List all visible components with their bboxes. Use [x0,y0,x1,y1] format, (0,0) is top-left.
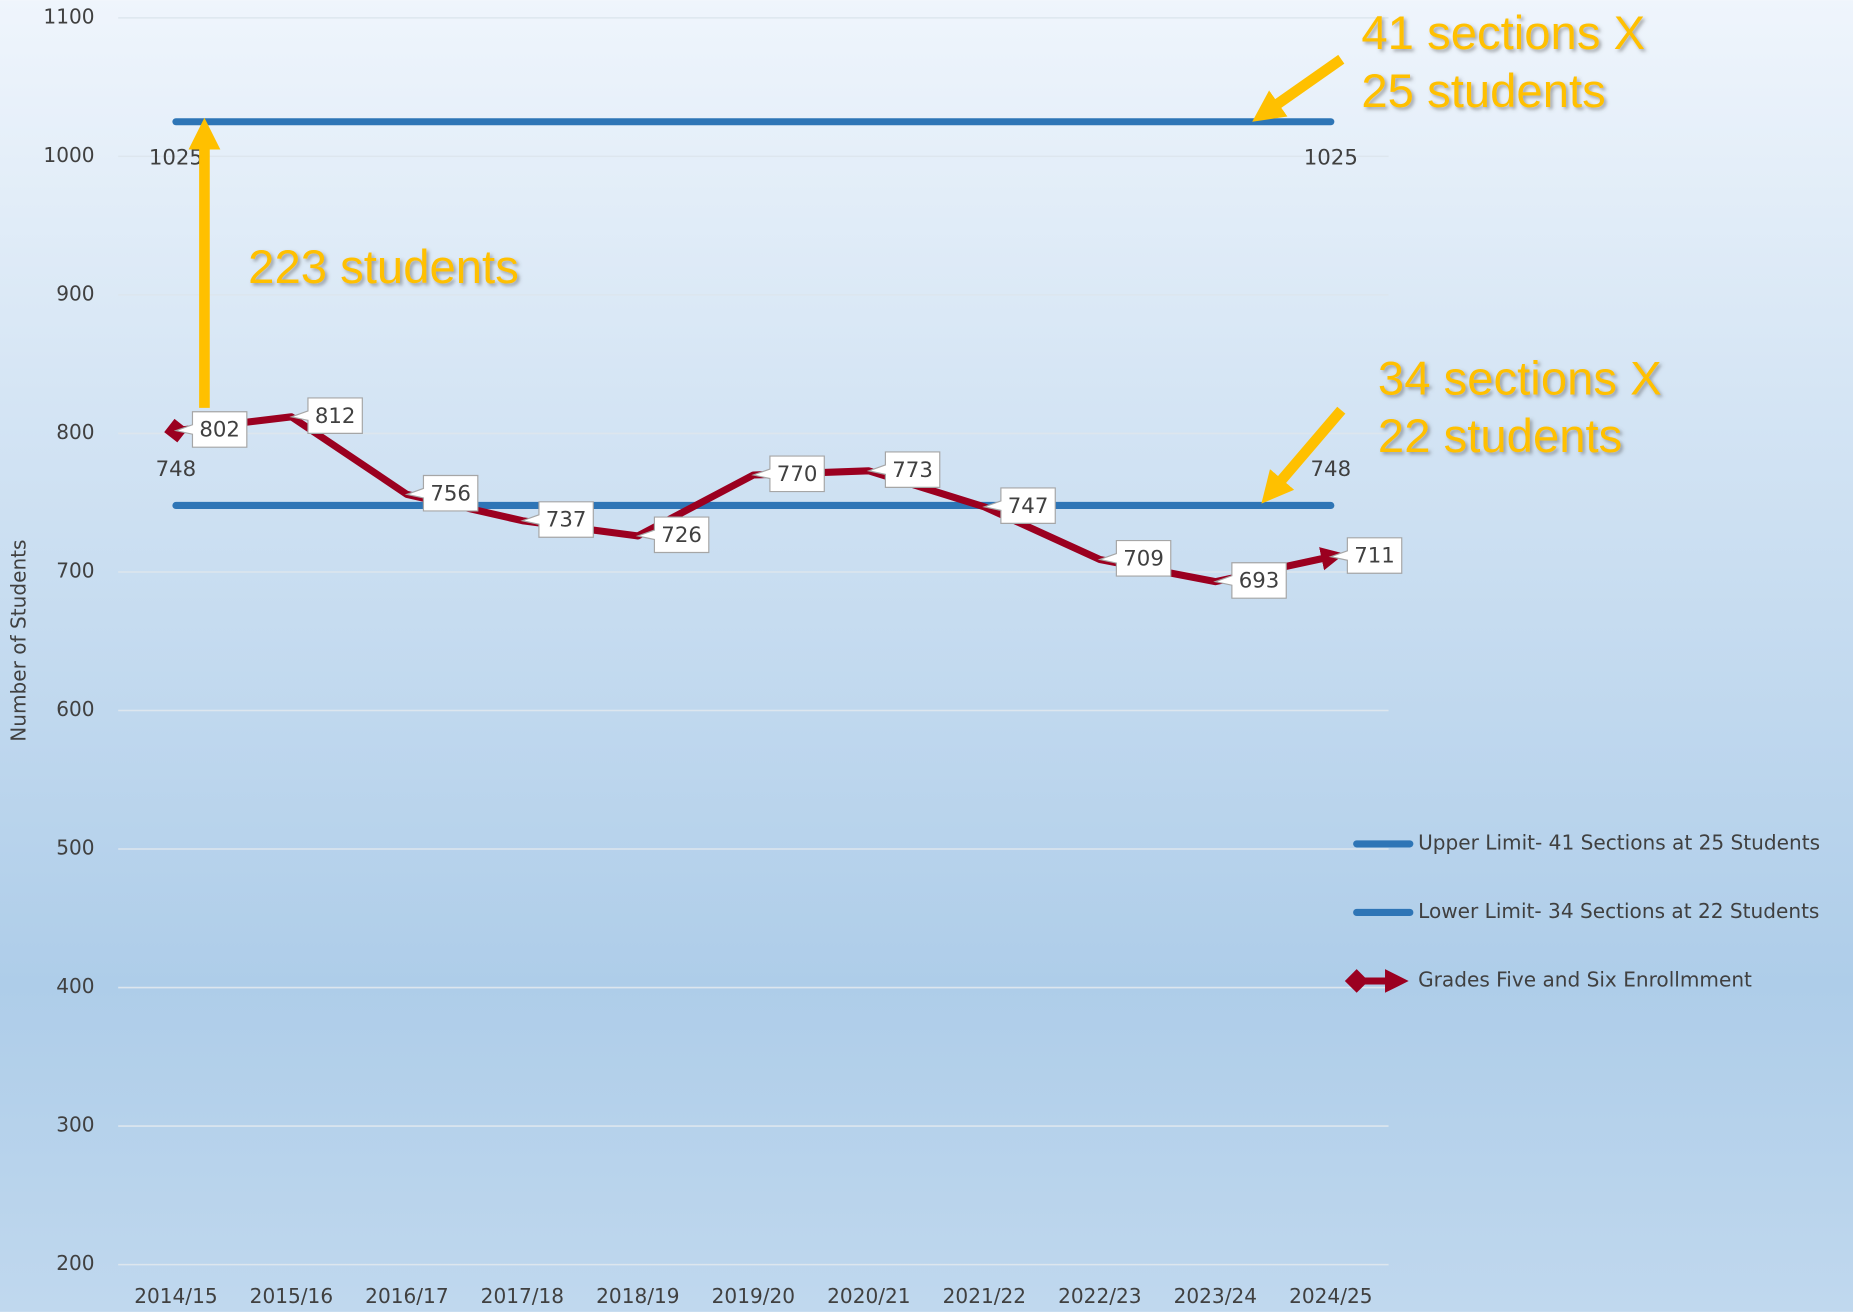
data-label: 737 [546,508,587,533]
data-label: 770 [777,462,818,487]
x-tick-label: 2024/25 [1289,1284,1372,1308]
data-label-box [289,397,363,434]
legend-label: Grades Five and Six Enrollmment [1418,967,1752,991]
data-label: 748 [1311,457,1352,482]
annotation-arrow [1261,406,1346,504]
annotations: 41 sections X 25 students 223 students 3… [188,7,1662,504]
x-tick-label: 2019/20 [712,1284,795,1308]
y-tick-label: 1100 [43,4,94,28]
legend-label: Upper Limit- 41 Sections at 25 Students [1418,830,1820,854]
x-tick-label: 2014/15 [134,1284,217,1308]
annotation-arrow [1252,54,1345,122]
y-tick-label: 600 [56,697,94,721]
data-label-box [173,411,248,448]
x-tick-label: 2021/22 [943,1284,1026,1308]
y-tick-label: 200 [56,1251,94,1275]
data-label-box [1328,537,1403,574]
data-label: 812 [315,404,356,429]
data-label: 1025 [1304,145,1358,170]
x-tick-label: 2018/19 [596,1284,679,1308]
data-label: 747 [1008,494,1049,519]
data-label-box [982,487,1056,524]
y-tick-label: 500 [56,836,94,860]
y-tick-label: 700 [56,558,94,582]
data-label-box [520,501,594,538]
data-label: 711 [1354,544,1395,569]
annotation: 41 sections X [1361,7,1645,60]
annotation: 22 students [1378,410,1622,463]
data-label-box [751,455,825,493]
data-label: 693 [1239,569,1280,594]
y-axis-title: Number of Students [7,539,31,741]
annotation: 34 sections X [1378,352,1662,405]
data-label: 709 [1123,546,1164,571]
data-label: 1025 [149,145,203,170]
data-label-box [1213,562,1287,599]
x-tick-label: 2017/18 [481,1284,564,1308]
data-label: 802 [199,418,240,443]
x-tick-label: 2022/23 [1058,1284,1141,1308]
x-tick-label: 2016/17 [365,1284,448,1308]
y-tick-label: 900 [56,281,94,305]
x-tick-label: 2020/21 [827,1284,910,1308]
data-label-box [1097,539,1172,577]
data-label-box [866,451,941,488]
data-label: 748 [156,457,197,482]
x-tick-label: 2023/24 [1174,1284,1257,1308]
x-tick-label: 2015/16 [250,1284,333,1308]
y-tick-label: 800 [56,420,94,444]
y-tick-label: 300 [56,1113,94,1137]
plot-area: 200 300 400 500 600 700 800 900 1000 1100 2014/15 2… [43,4,1820,1308]
annotation: 223 students [248,241,519,294]
annotation: 25 students [1361,65,1605,118]
data-label: 773 [892,458,933,483]
y-tick-label: 1000 [43,143,94,167]
legend-label: Lower Limit- 34 Sections at 22 Students [1418,899,1819,923]
data-label: 756 [430,481,471,506]
data-label: 726 [661,523,702,548]
data-label-box [404,474,479,512]
data-label-box [635,516,710,554]
y-tick-label: 400 [56,974,94,998]
